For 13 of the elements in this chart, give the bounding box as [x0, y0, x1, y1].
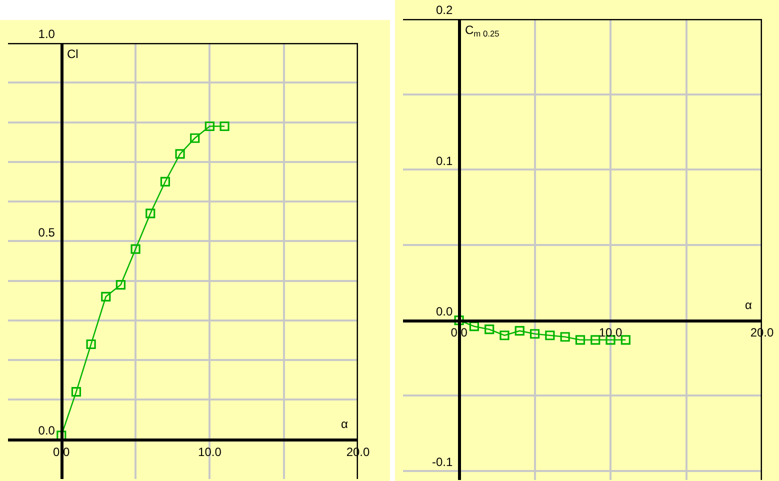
y-tick-label: 0.0	[436, 304, 453, 319]
x-axis-title: α	[745, 298, 752, 312]
y-tick-label: 0.1	[436, 154, 453, 168]
x-tick-label: 10.0	[598, 326, 623, 340]
y-tick-label: 0.5	[38, 225, 56, 240]
y-tick-label: -0.1	[432, 455, 453, 470]
x-axis-title: α	[341, 417, 348, 431]
y-tick-label: 1.0	[38, 27, 56, 42]
y-axis-title: Cl	[67, 47, 78, 61]
x-tick-label: 10.0	[198, 444, 222, 459]
y-tick-label: 0.0	[38, 424, 56, 438]
y-tick-label: 0.2	[436, 3, 453, 18]
y-axis-title: C$_{m 0.25}$	[465, 23, 500, 39]
